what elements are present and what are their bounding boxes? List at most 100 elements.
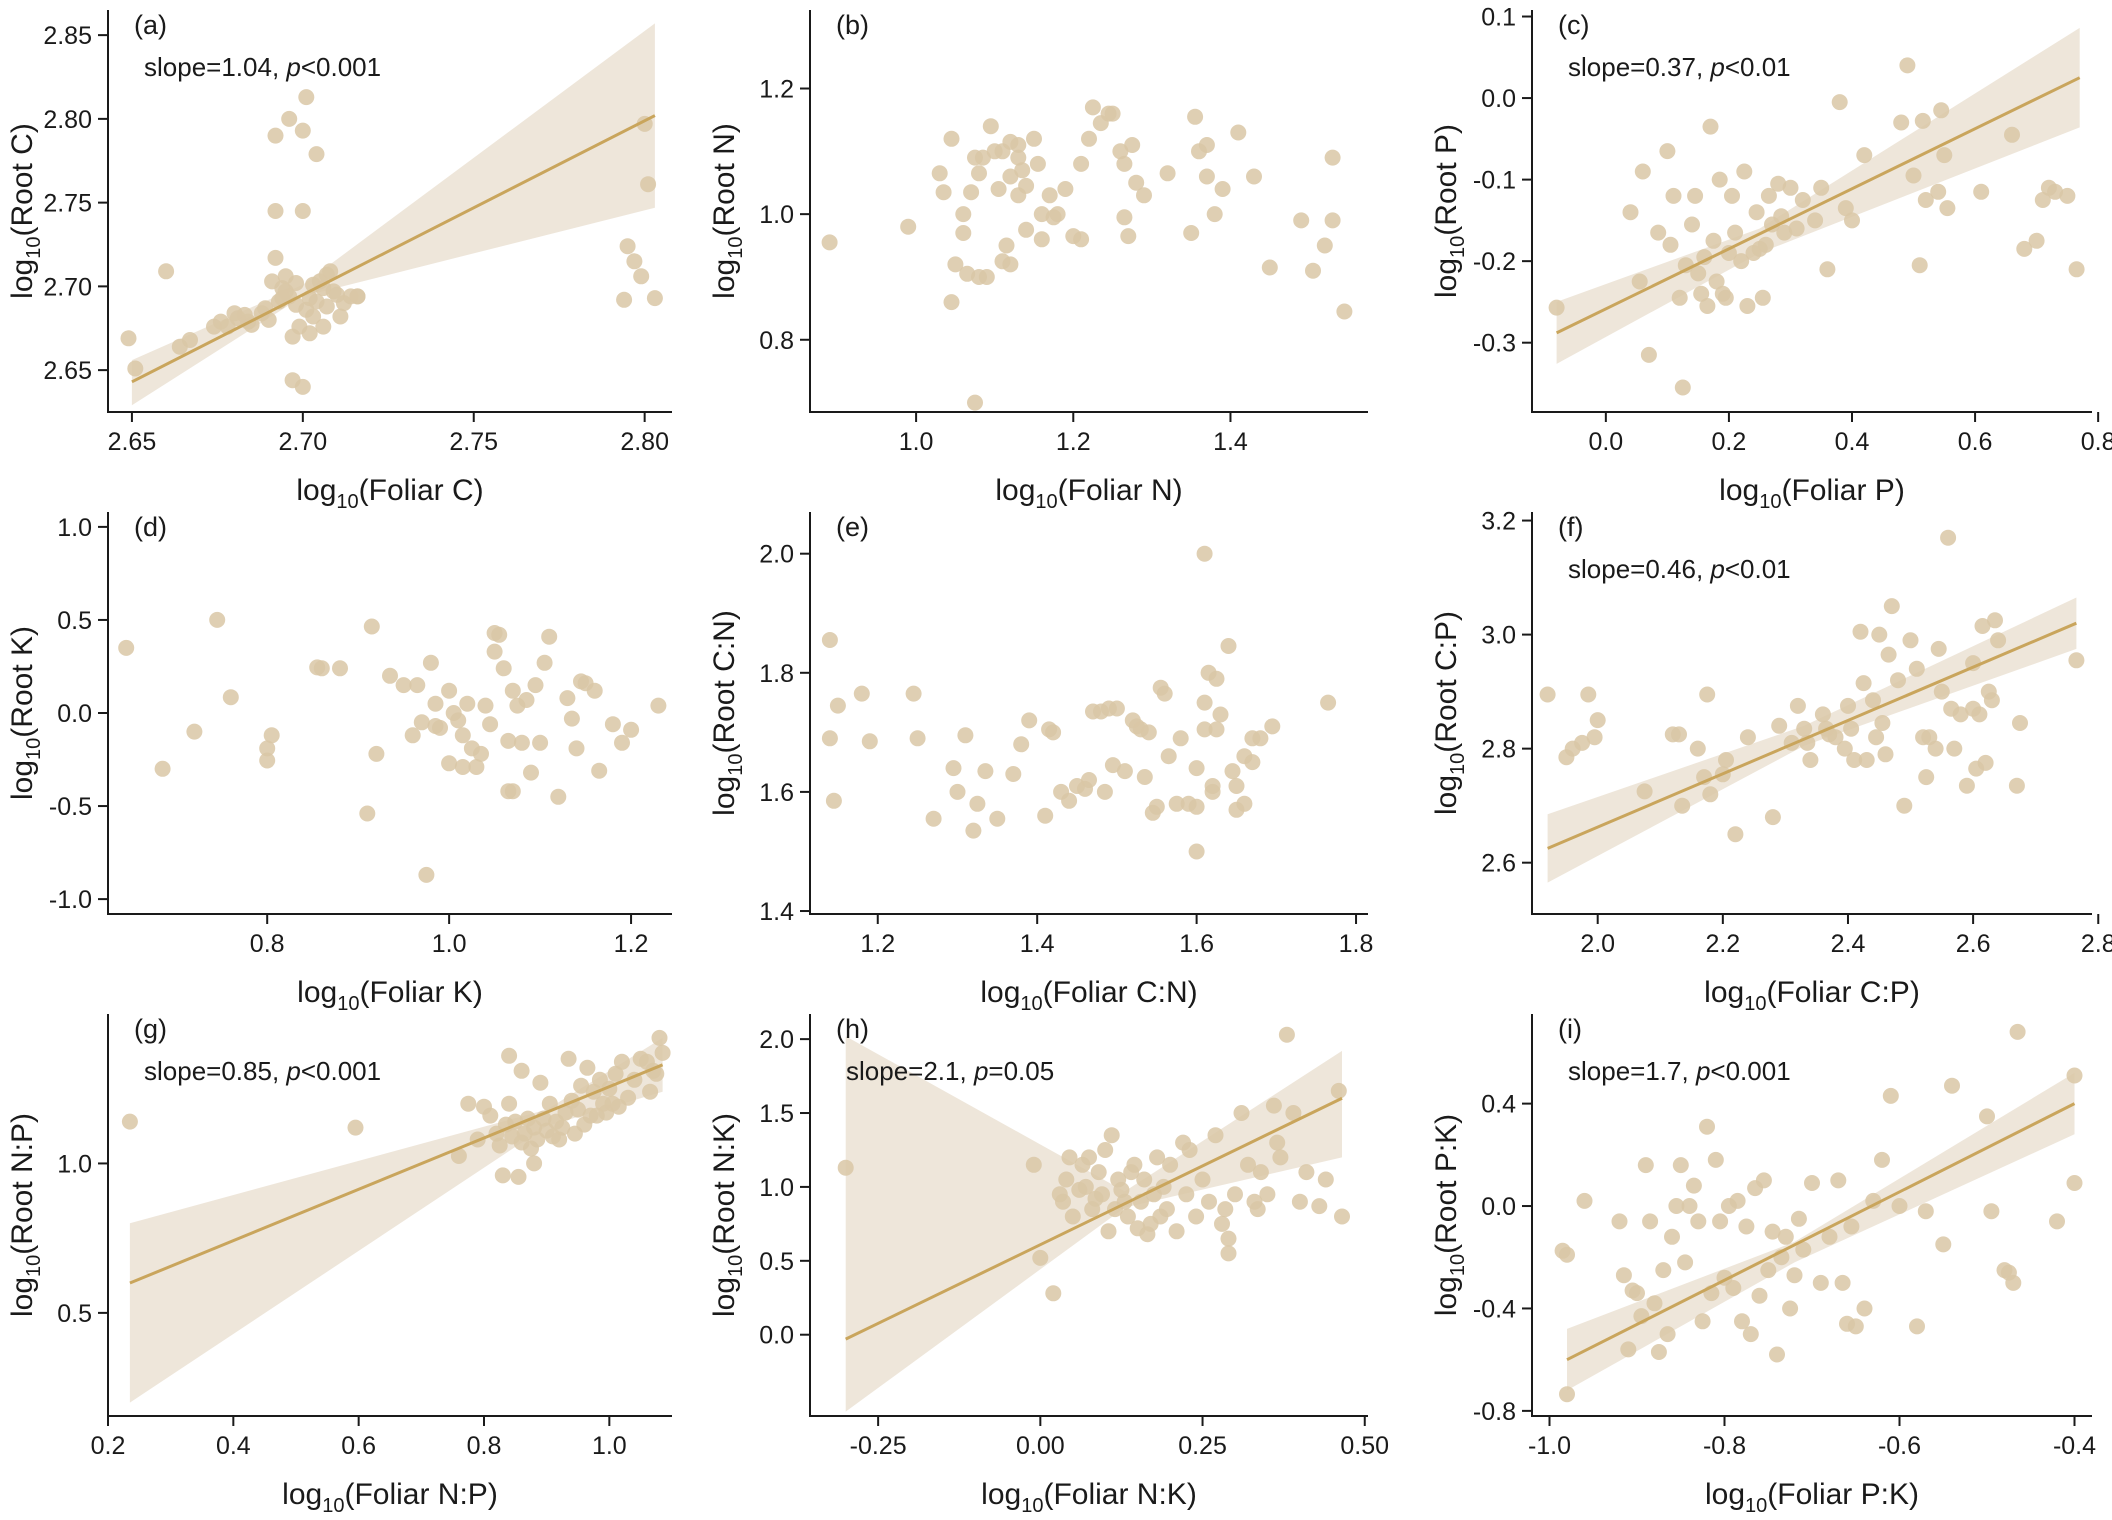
data-point [294, 203, 311, 219]
x-axis-title-sub: 10 [337, 993, 359, 1015]
data-point [500, 783, 517, 800]
data-point [1159, 165, 1176, 182]
x-axis-title-prefix: log [1704, 976, 1744, 1009]
data-point [243, 316, 260, 333]
data-point [1760, 1262, 1777, 1279]
data-point [1116, 209, 1133, 226]
data-point [1629, 1285, 1645, 1302]
y-axis-title-suffix: (Root P) [1430, 124, 1463, 236]
y-axis-title: log10(Root C:P) [1430, 611, 1469, 815]
data-point [441, 755, 458, 772]
data-point [1659, 143, 1676, 160]
data-point [1646, 1295, 1663, 1312]
data-point [518, 692, 535, 708]
data-point [2068, 261, 2085, 278]
y-tick-label: 0.5 [57, 1300, 92, 1328]
data-point [1172, 730, 1189, 747]
y-tick-label: 1.5 [759, 1100, 794, 1128]
data-point [607, 1065, 624, 1082]
data-point [1890, 672, 1906, 689]
y-axis-title: log10(Root N:K) [708, 1113, 747, 1317]
data-point [1909, 1318, 1925, 1335]
data-point [486, 625, 503, 641]
data-point [1990, 632, 2007, 649]
data-point [1077, 1178, 1094, 1195]
slope-text: slope=2.1, [846, 1056, 974, 1086]
y-tick-label: 2.85 [43, 22, 92, 50]
data-point [570, 1101, 586, 1118]
x-axis-title-prefix: log [296, 474, 336, 507]
x-tick-label: 0.8 [2081, 428, 2112, 456]
data-point [120, 330, 137, 347]
y-tick-label: 2.0 [759, 1026, 794, 1054]
data-point [1136, 187, 1152, 204]
x-tick-label: 1.0 [592, 1432, 627, 1460]
data-point [573, 1077, 590, 1094]
data-point [646, 290, 663, 307]
y-tick-label: 2.80 [43, 106, 92, 134]
y-tick-label: 0.5 [57, 607, 92, 635]
p-value: <0.01 [1725, 52, 1791, 82]
slope-text: slope=0.85, [144, 1056, 286, 1086]
x-axis-title-prefix: log [282, 1478, 322, 1511]
axis-lines [1531, 10, 2092, 413]
data-point [1795, 1241, 1812, 1258]
data-point [642, 1083, 659, 1100]
data-point [2012, 715, 2028, 731]
data-point [1140, 724, 1157, 741]
data-point [955, 206, 972, 223]
data-point [513, 734, 530, 751]
data-point [1685, 1177, 1702, 1194]
data-point [1718, 752, 1734, 768]
data-point [1776, 224, 1793, 241]
panel-label: (e) [836, 512, 869, 542]
data-point [1764, 809, 1781, 826]
panel-label: (i) [1558, 1014, 1582, 1044]
data-point [1108, 700, 1125, 717]
data-point [1664, 1228, 1680, 1245]
data-point [650, 697, 667, 714]
data-point [1770, 175, 1787, 192]
data-point [1844, 212, 1860, 229]
y-tick-label: 1.8 [759, 660, 794, 688]
x-tick-label: 2.0 [1580, 930, 1615, 958]
data-point [1634, 163, 1651, 180]
y-tick-label: 3.2 [1481, 508, 1516, 536]
data-point [1852, 623, 1869, 640]
data-point [1168, 795, 1185, 812]
x-tick-label: 2.80 [620, 428, 669, 456]
data-point [1777, 1228, 1794, 1245]
data-point [494, 1167, 511, 1184]
data-point [1843, 720, 1860, 737]
data-point [1711, 171, 1728, 188]
x-axis-title-sub: 10 [1759, 491, 1781, 513]
x-axis-title-suffix: (Foliar N:P) [344, 1478, 497, 1511]
data-point [460, 1095, 477, 1112]
y-axis-title-prefix: log [1430, 775, 1463, 815]
x-axis-title-suffix: (Foliar C) [359, 474, 484, 507]
data-point [1025, 1156, 1042, 1173]
data-point [579, 1059, 596, 1076]
data-point [1754, 289, 1771, 306]
data-point [1668, 1198, 1685, 1214]
x-axis-title-suffix: (Foliar P) [1781, 474, 1904, 507]
data-point [1298, 1164, 1315, 1181]
y-tick-label: 1.6 [759, 779, 794, 807]
data-point [989, 810, 1006, 827]
data-point [263, 727, 280, 744]
data-point [1120, 228, 1137, 245]
data-point [1977, 754, 1994, 771]
data-point [1194, 1171, 1211, 1188]
data-point [1206, 206, 1223, 223]
x-tick-label: 2.4 [1831, 930, 1866, 958]
data-point [1868, 729, 1885, 746]
data-point [1708, 273, 1725, 290]
data-point [1782, 1300, 1799, 1317]
data-point [1936, 147, 1953, 164]
data-point [347, 1119, 364, 1136]
x-tick-label: 0.2 [1712, 428, 1747, 456]
y-axis-title: log10(Root P:K) [1430, 1114, 1469, 1316]
data-point [1677, 1254, 1694, 1271]
data-point [957, 727, 974, 744]
